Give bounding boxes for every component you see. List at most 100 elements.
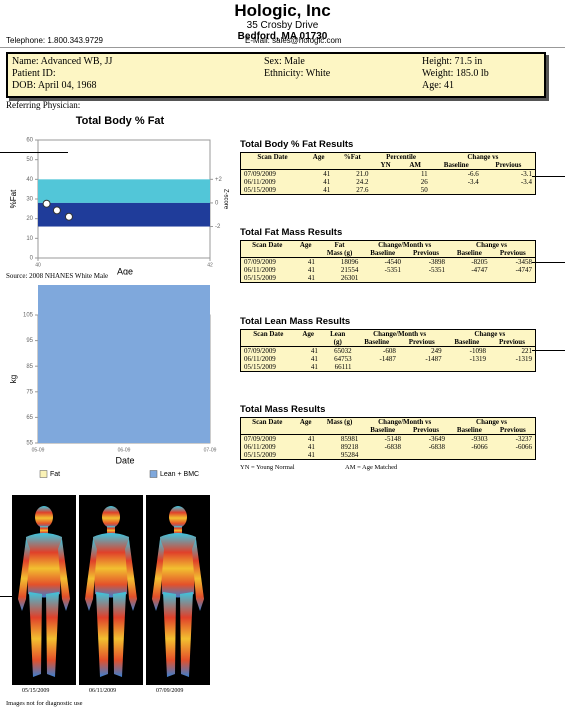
caption: 06/11/2009 xyxy=(89,688,117,694)
empty-cell xyxy=(355,363,399,372)
header-cell: Scan Date xyxy=(253,330,284,338)
cell: 221 xyxy=(521,347,533,355)
leader-line xyxy=(532,262,565,263)
leader-line xyxy=(0,152,68,153)
empty-cell xyxy=(404,451,448,460)
cell: 21.0 xyxy=(356,170,369,178)
table-title: Total Body % Fat Results xyxy=(240,139,354,150)
legend-swatch xyxy=(39,470,48,478)
table-block: Total Lean Mass Results Scan Date Age Lean C… xyxy=(240,316,536,372)
header-cell: Previous xyxy=(490,426,536,435)
cell: 26 xyxy=(420,178,428,186)
header-cell: Scan Date xyxy=(252,418,283,426)
empty-cell xyxy=(361,451,404,460)
y-tick-label: 75 xyxy=(26,389,33,395)
header-cell: Baseline xyxy=(430,161,482,170)
header-cell: Baseline xyxy=(354,338,399,347)
cell: -3.4 xyxy=(467,178,479,186)
header-cell: Fat xyxy=(334,241,345,249)
empty-cell xyxy=(371,186,399,195)
cell: 41 xyxy=(307,451,315,459)
cell: -4747 xyxy=(515,266,532,274)
header-cell: YN xyxy=(371,161,400,170)
cell: -608 xyxy=(383,347,396,355)
header-cell: Change/Month vs xyxy=(378,418,432,426)
empty-cell xyxy=(448,274,491,283)
data-row: 05/15/2009 41 66111 xyxy=(241,363,536,372)
results-table: Scan Date Age Fat Change/Month vs Change vs M… xyxy=(240,240,536,283)
cell: -6838 xyxy=(428,443,446,451)
header-cell: Baseline xyxy=(444,338,489,347)
header-row: YN AM Baseline Previous xyxy=(240,161,536,170)
cell: 07/09/2009 xyxy=(244,258,276,266)
data-row: 05/15/2009 41 95284 xyxy=(241,451,536,460)
y2-tick-label: +2 xyxy=(215,177,223,183)
y-tick-label: 20 xyxy=(26,216,33,222)
data-row: 06/11/2009 41 21554 -5351 -5351 -4747 -4747 xyxy=(241,266,536,274)
header-cell: AM xyxy=(399,161,431,170)
empty-cell xyxy=(448,451,491,460)
header-cell: Change vs xyxy=(467,153,499,161)
cell: 95284 xyxy=(340,451,359,459)
cell: -3237 xyxy=(515,435,532,443)
patient-age: Age: 41 xyxy=(422,80,454,91)
cell: -4540 xyxy=(384,258,401,266)
empty-cell xyxy=(361,274,404,283)
point xyxy=(52,206,61,215)
chart-title: Total Body % Fat xyxy=(76,115,165,127)
axis-label: Date xyxy=(115,455,134,465)
cell: 41 xyxy=(323,178,331,186)
cell: -3.4 xyxy=(520,178,532,186)
empty-cell xyxy=(240,338,296,347)
header-cell: Scan Date xyxy=(252,241,283,249)
header-row: Scan Date Age Mass (g) Change/Month vs Chang… xyxy=(241,418,536,427)
cell: -5148 xyxy=(384,435,401,443)
cell: 66111 xyxy=(334,363,352,371)
header-row: Scan Date Age %Fat Percentile Change vs xyxy=(241,153,536,162)
cell: -3458 xyxy=(515,258,532,266)
leader-line xyxy=(0,596,12,597)
cell: 26301 xyxy=(340,274,359,282)
x-tick-label: 42 xyxy=(207,262,213,268)
cell: -3.1 xyxy=(520,170,532,178)
referring-physician: Referring Physician: xyxy=(6,100,81,110)
header-cell: Previous xyxy=(403,249,449,258)
cell: 41 xyxy=(307,274,315,282)
empty-cell xyxy=(304,161,334,170)
empty-cell xyxy=(317,426,362,435)
leader-line xyxy=(532,176,565,177)
cell: 41 xyxy=(307,443,315,451)
source: Source: 2008 NHANES White Male xyxy=(6,272,109,280)
patient-dob: DOB: April 04, 1968 xyxy=(12,80,97,91)
table-block: Total Mass Results Scan Date Age Mass (g) Ch… xyxy=(240,404,536,460)
y-tick-label: 10 xyxy=(26,236,33,242)
header-cell: Change vs xyxy=(476,418,507,426)
cell: 05/15/2009 xyxy=(244,363,276,371)
cell: -8205 xyxy=(471,258,488,266)
patient-id: Patient ID: xyxy=(12,68,56,79)
data-row: 06/11/2009 41 24.2 26 -3.4 -3.4 xyxy=(241,178,536,186)
cell: -6838 xyxy=(384,443,401,451)
empty-cell xyxy=(489,363,536,372)
data-row: 07/09/2009 41 65032 -608 249 -1098 221 xyxy=(241,347,536,356)
company: Hologic, Inc xyxy=(234,1,331,20)
area xyxy=(38,285,210,443)
header-cell: Lean xyxy=(330,330,346,338)
empty-cell xyxy=(491,274,536,283)
cell: 24.2 xyxy=(356,178,369,186)
cell: 41 xyxy=(307,266,315,274)
table-block: Total Body % Fat Results Scan Date Age %Fat… xyxy=(240,139,536,195)
x-tick-label: 05-09 xyxy=(32,447,45,453)
point xyxy=(64,212,73,221)
y-tick-label: 85 xyxy=(26,364,33,370)
axis-label: Age xyxy=(117,266,133,275)
header-cell: Previous xyxy=(490,249,536,258)
cell: 249 xyxy=(431,347,442,355)
y-tick-label: 30 xyxy=(26,197,33,203)
results-table: Scan Date Age Mass (g) Change/Month vs Chang… xyxy=(240,417,536,460)
header-cell: Age xyxy=(312,153,325,161)
cell: -4747 xyxy=(471,266,488,274)
header-row: Mass (g) Baseline Previous Baseline Previous xyxy=(240,249,536,258)
header-cell: Previous xyxy=(481,161,536,170)
axis-label: %Fat xyxy=(9,189,18,208)
